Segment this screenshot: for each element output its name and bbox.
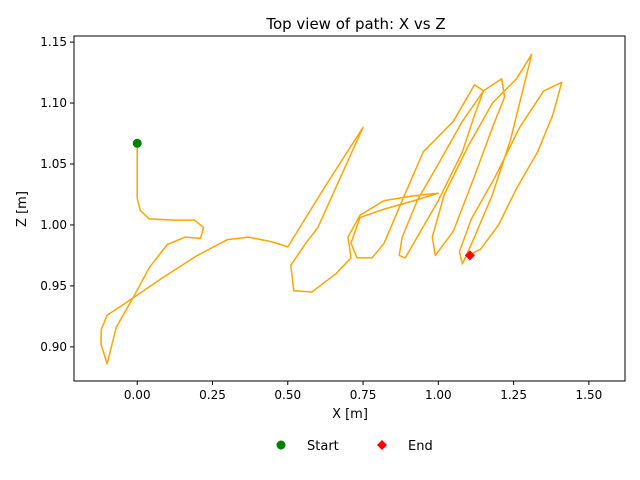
x-axis-ticks: 0.00 0.25 0.50 0.75 1.00 1.25 1.50 bbox=[124, 381, 602, 402]
x-tick-label: 0.25 bbox=[199, 388, 226, 402]
legend-start-swatch bbox=[276, 440, 286, 450]
x-tick-label: 1.50 bbox=[576, 388, 603, 402]
start-marker bbox=[132, 138, 142, 148]
legend-start-label: Start bbox=[307, 439, 339, 454]
legend-end-label: End bbox=[408, 439, 433, 454]
chart-title: Top view of path: X vs Z bbox=[265, 15, 445, 33]
plot-area bbox=[100, 53, 563, 365]
x-tick-label: 1.25 bbox=[500, 388, 527, 402]
y-tick-label: 1.10 bbox=[40, 96, 67, 110]
y-axis-ticks: 0.90 0.95 1.00 1.05 1.10 1.15 bbox=[40, 35, 74, 354]
legend: Start End bbox=[276, 439, 433, 454]
axes-frame bbox=[73, 35, 626, 382]
y-tick-label: 0.95 bbox=[40, 279, 67, 293]
x-tick-label: 0.50 bbox=[274, 388, 301, 402]
y-tick-label: 0.90 bbox=[40, 340, 67, 354]
x-tick-label: 1.00 bbox=[425, 388, 452, 402]
legend-end-swatch bbox=[377, 440, 387, 450]
x-axis-label: X [m] bbox=[332, 407, 368, 422]
y-tick-label: 1.00 bbox=[40, 218, 67, 232]
path-line-series-0 bbox=[100, 53, 563, 365]
x-tick-label: 0.00 bbox=[124, 388, 151, 402]
y-tick-label: 1.15 bbox=[40, 35, 67, 49]
end-marker bbox=[464, 250, 475, 261]
y-axis-label: Z [m] bbox=[15, 191, 30, 227]
y-tick-label: 1.05 bbox=[40, 157, 67, 171]
x-tick-label: 0.75 bbox=[350, 388, 377, 402]
